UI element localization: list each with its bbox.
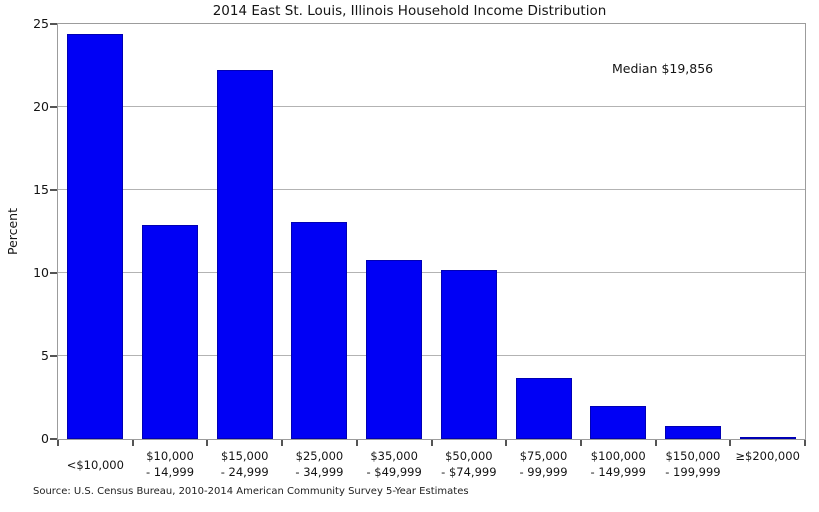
y-axis-tick — [50, 438, 57, 440]
source-caption: Source: U.S. Census Bureau, 2010-2014 Am… — [33, 486, 469, 497]
x-tick-label-text: <$10,000 — [66, 457, 124, 472]
y-axis-tick — [50, 189, 57, 191]
gridline — [58, 355, 805, 356]
bar — [366, 259, 423, 439]
bar — [440, 269, 497, 439]
y-axis-label: Percent — [0, 24, 26, 439]
chart-title: 2014 East St. Louis, Illinois Household … — [212, 3, 607, 19]
x-axis-tick — [355, 440, 358, 446]
bar — [739, 437, 796, 439]
y-axis-label-text: Percent — [5, 207, 21, 256]
y-tick-label: 0 — [41, 431, 49, 446]
bar — [590, 405, 647, 439]
x-tick-label-text: $50,000 - $74,999 — [441, 449, 497, 479]
x-axis-tick — [430, 440, 433, 446]
plot-area: Percent Median $19,856 0 5 10 15 20 25 <$10,00… — [6, 16, 806, 479]
median-annotation: Median $19,856 — [612, 61, 714, 76]
x-tick-label: <$10,000 — [58, 449, 133, 482]
x-tick-label: $25,000 - 34,999 — [282, 449, 357, 482]
y-tick-label: 25 — [33, 16, 49, 31]
x-tick-label: $10,000 - 14,999 — [133, 449, 208, 482]
x-tick-label: $100,000 - 149,999 — [581, 449, 656, 482]
y-axis-tick — [50, 23, 57, 25]
bar — [664, 425, 721, 439]
y-axis-tick — [50, 106, 57, 108]
x-tick-label-text: $100,000 - 149,999 — [590, 449, 646, 479]
x-tick-label-text: $75,000 - 99,999 — [519, 449, 568, 479]
y-tick-label: 5 — [41, 348, 49, 363]
y-axis-tick — [50, 272, 57, 274]
x-tick-label-text: ≥$200,000 — [735, 449, 800, 463]
gridline — [58, 189, 805, 190]
x-axis-tick — [505, 440, 508, 446]
x-tick-label-text: $35,000 - $49,999 — [366, 449, 422, 479]
x-axis-tick — [804, 440, 806, 446]
x-tick-label: $150,000 - 199,999 — [656, 449, 731, 482]
y-axis-tick — [50, 355, 57, 357]
y-tick-label: 20 — [33, 99, 49, 114]
x-axis-tick — [281, 440, 284, 446]
x-axis-tick — [57, 440, 59, 446]
x-tick-label-text: $150,000 - 199,999 — [665, 449, 721, 479]
y-tick-label: 10 — [33, 265, 49, 280]
x-tick-label-text: $25,000 - 34,999 — [295, 449, 344, 479]
x-tick-label-text: $10,000 - 14,999 — [146, 449, 195, 479]
y-tick-label: 15 — [33, 182, 49, 197]
x-axis-tick — [206, 440, 209, 446]
x-tick-label: $50,000 - $74,999 — [432, 449, 507, 482]
gridline — [58, 272, 805, 273]
bar — [291, 221, 348, 439]
x-tick-label: $35,000 - $49,999 — [357, 449, 432, 482]
bar — [67, 33, 124, 439]
x-tick-label: ≥$200,000 — [730, 449, 805, 482]
bar — [216, 70, 273, 439]
gridline — [58, 106, 805, 107]
x-tick-label: $15,000 - 24,999 — [207, 449, 282, 482]
x-axis-tick — [579, 440, 582, 446]
x-tick-label: $75,000 - 99,999 — [506, 449, 581, 482]
bar — [515, 377, 572, 439]
x-axis-tick — [729, 440, 732, 446]
x-tick-label-text: $15,000 - 24,999 — [220, 449, 269, 479]
bar — [142, 224, 199, 439]
x-axis-tick — [654, 440, 657, 446]
x-axis-tick — [131, 440, 134, 446]
